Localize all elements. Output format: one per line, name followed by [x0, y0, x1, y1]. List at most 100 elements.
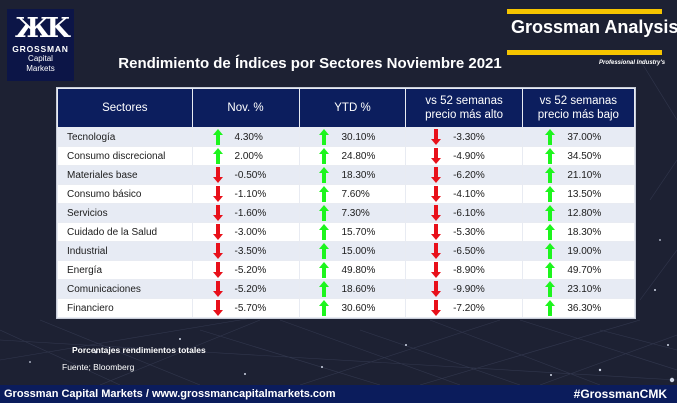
cell-52w-high: -4.90%	[406, 147, 522, 165]
value-52w-low: 36.30%	[567, 302, 602, 314]
arrow-down-icon	[431, 300, 453, 316]
banner-bottom-bar	[507, 50, 662, 55]
table-header-row: Sectores Nov. % YTD % vs 52 semanas prec…	[58, 89, 634, 127]
value-52w-high: -6.20%	[453, 169, 485, 181]
table-row: Consumo discrecional 2.00% 24.80% -4.90% 34.…	[58, 147, 634, 165]
arrow-up-icon	[545, 186, 567, 202]
arrow-down-icon	[431, 167, 453, 183]
source-note: Fuente; Bloomberg	[62, 362, 135, 372]
arrow-up-icon	[545, 243, 567, 259]
column-header-52w-low: vs 52 semanas precio más bajo	[522, 89, 634, 127]
grossman-analysis-banner: Grossman Analysis Professional Industry'…	[507, 8, 677, 66]
value-52w-low: 19.00%	[567, 245, 602, 257]
value-nov: -3.00%	[234, 226, 267, 238]
arrow-up-icon	[545, 205, 567, 221]
value-52w-low: 34.50%	[567, 150, 602, 162]
cell-nov: -5.20%	[192, 261, 299, 279]
value-nov: 2.00%	[234, 150, 263, 162]
arrow-up-icon	[545, 224, 567, 240]
logo-brand: GROSSMAN	[12, 44, 69, 54]
banner-name: Grossman Analysis	[511, 17, 677, 37]
arrow-up-icon	[319, 167, 341, 183]
arrow-down-icon	[212, 262, 235, 278]
arrow-up-icon	[545, 262, 567, 278]
cell-52w-low: 23.10%	[522, 280, 634, 298]
value-52w-high: -6.10%	[453, 207, 485, 219]
cell-nov: -3.50%	[192, 242, 299, 260]
cell-nov: -5.70%	[192, 299, 299, 317]
banner-tagline: Professional Industry's	[599, 60, 666, 66]
arrow-down-icon	[431, 224, 453, 240]
value-nov: -0.50%	[234, 169, 267, 181]
value-nov: -5.70%	[234, 302, 267, 314]
cell-52w-low: 37.00%	[522, 128, 634, 146]
value-52w-high: -8.90%	[453, 264, 485, 276]
value-nov: -1.10%	[234, 188, 267, 200]
value-52w-high: -5.30%	[453, 226, 485, 238]
value-nov: -5.20%	[234, 283, 267, 295]
cell-ytd: 49.80%	[299, 261, 406, 279]
arrow-up-icon	[319, 129, 341, 145]
cell-52w-high: -4.10%	[406, 185, 522, 203]
arrow-up-icon	[545, 129, 567, 145]
cell-52w-high: -3.30%	[406, 128, 522, 146]
value-52w-high: -3.30%	[453, 131, 485, 143]
sector-name: Comunicaciones	[58, 280, 192, 298]
cell-nov: 2.00%	[192, 147, 299, 165]
table-row: Financiero -5.70% 30.60% -7.20% 36.30%	[58, 299, 634, 317]
cell-52w-low: 34.50%	[522, 147, 634, 165]
sector-name: Consumo básico	[58, 185, 192, 203]
value-ytd: 18.30%	[341, 169, 376, 181]
value-ytd: 7.60%	[341, 188, 370, 200]
value-ytd: 30.10%	[341, 131, 376, 143]
cell-ytd: 18.30%	[299, 166, 406, 184]
cell-nov: -5.20%	[192, 280, 299, 298]
logo-mark: ЖK	[15, 13, 70, 44]
sector-name: Cuidado de la Salud	[58, 223, 192, 241]
sector-name: Tecnología	[58, 128, 192, 146]
arrow-up-icon	[545, 300, 567, 316]
column-header-nov: Nov. %	[192, 89, 299, 127]
arrow-up-icon	[212, 129, 235, 145]
arrow-up-icon	[319, 186, 341, 202]
cell-ytd: 7.60%	[299, 185, 406, 203]
value-52w-high: -4.10%	[453, 188, 485, 200]
arrow-up-icon	[319, 262, 341, 278]
cell-52w-low: 13.50%	[522, 185, 634, 203]
arrow-down-icon	[431, 129, 453, 145]
cell-ytd: 24.80%	[299, 147, 406, 165]
arrow-down-icon	[212, 281, 235, 297]
page-title: Rendimiento de Índices por Sectores Novi…	[118, 55, 502, 72]
cell-nov: -3.00%	[192, 223, 299, 241]
value-52w-high: -7.20%	[453, 302, 485, 314]
arrow-up-icon	[545, 148, 567, 164]
cell-ytd: 7.30%	[299, 204, 406, 222]
sector-name: Industrial	[58, 242, 192, 260]
table-row: Cuidado de la Salud -3.00% 15.70% -5.30% 18.…	[58, 223, 634, 241]
table-row: Comunicaciones -5.20% 18.60% -9.90% 23.10%	[58, 280, 634, 298]
arrow-down-icon	[212, 186, 235, 202]
value-52w-low: 13.50%	[567, 188, 602, 200]
cell-52w-low: 18.30%	[522, 223, 634, 241]
cell-52w-high: -6.50%	[406, 242, 522, 260]
footer-bar: Grossman Capital Markets / www.grossmanc…	[0, 385, 677, 403]
table-row: Industrial -3.50% 15.00% -6.50% 19.00%	[58, 242, 634, 260]
cell-52w-low: 12.80%	[522, 204, 634, 222]
network-background	[0, 59, 677, 385]
sector-name: Energía	[58, 261, 192, 279]
sector-name: Materiales base	[58, 166, 192, 184]
value-52w-low: 12.80%	[567, 207, 602, 219]
cell-52w-high: -9.90%	[406, 280, 522, 298]
value-ytd: 49.80%	[341, 264, 376, 276]
arrow-up-icon	[319, 205, 341, 221]
value-52w-low: 37.00%	[567, 131, 602, 143]
value-52w-high: -6.50%	[453, 245, 485, 257]
cell-ytd: 30.60%	[299, 299, 406, 317]
cell-nov: 4.30%	[192, 128, 299, 146]
arrow-down-icon	[212, 205, 235, 221]
cell-ytd: 18.60%	[299, 280, 406, 298]
sector-name: Financiero	[58, 299, 192, 317]
arrow-up-icon	[319, 148, 341, 164]
value-ytd: 30.60%	[341, 302, 376, 314]
value-52w-low: 23.10%	[567, 283, 602, 295]
